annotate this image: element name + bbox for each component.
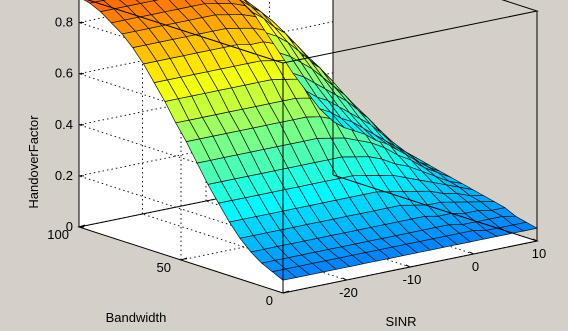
z-tick-label: 0.6 [55, 66, 73, 81]
x-tick-mark [469, 251, 474, 255]
surface-facet [243, 0, 248, 3]
x-tick-label: 0 [472, 259, 479, 274]
z-tick-label: 0.8 [55, 15, 73, 30]
z-tick-label: 0 [66, 219, 73, 234]
x-tick-mark [405, 264, 411, 268]
surface-mesh [83, 0, 538, 281]
surface-facet [200, 0, 219, 5]
box-top-edges [86, 0, 539, 64]
x-tick-label: -20 [339, 285, 358, 300]
z-axis-label: HandoverFactor [26, 115, 41, 209]
x-tick-label: -10 [403, 272, 422, 287]
y-tick-mark [78, 224, 86, 228]
y-tick-mark [180, 257, 188, 261]
y-tick-mark [282, 290, 290, 294]
surface-facet [135, 0, 155, 4]
z-tick-label: 0.4 [55, 117, 73, 132]
y-axis-label: Bandwidth [106, 310, 167, 325]
surface-facet [227, 0, 247, 7]
surface-facet [214, 0, 233, 4]
y-tick-label: 100 [47, 227, 69, 242]
y-tick-label: 50 [157, 260, 171, 275]
y-tick-label: 0 [266, 293, 273, 308]
x-tick-label: 10 [532, 246, 546, 261]
surface-facet [239, 0, 251, 7]
x-tick-mark [342, 277, 347, 281]
axes-front-edges [86, 0, 539, 294]
x-axis-label: SINR [385, 314, 416, 329]
x-tick-mark [532, 238, 538, 242]
z-tick-label: 0.2 [55, 168, 73, 183]
axes-tick-labels: 0 0.2 0.4 0.6 0.8 0 50 100 -20 -10 0 10 [47, 15, 546, 308]
